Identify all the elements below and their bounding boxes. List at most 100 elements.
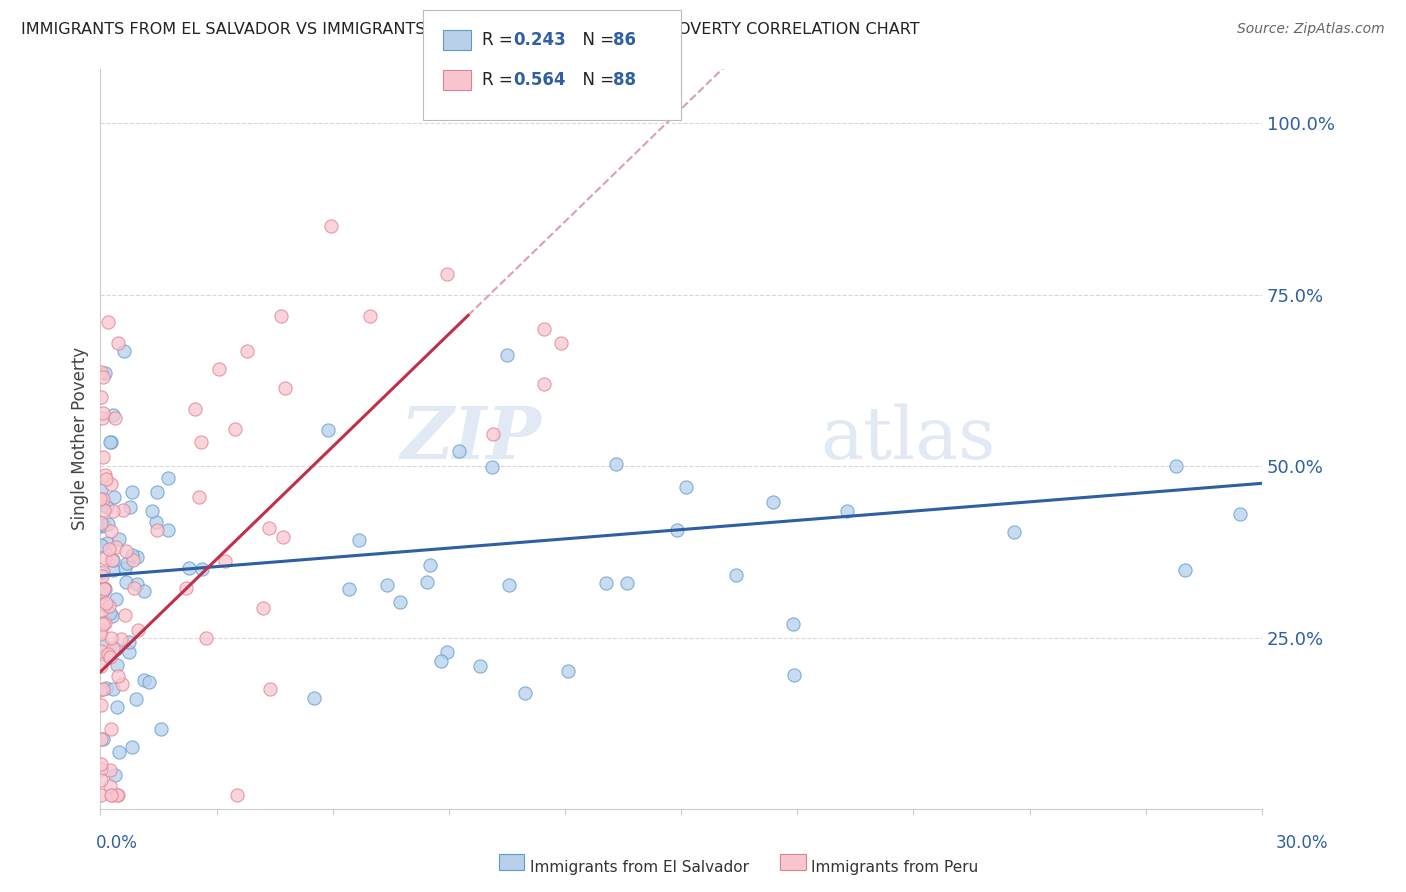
Point	[100, 631, 122, 645]
Point	[98, 650, 121, 665]
Point	[97, 648, 120, 662]
Point	[177, 561, 200, 575]
Point	[187, 490, 209, 504]
Point	[97, 541, 120, 556]
Text: IMMIGRANTS FROM EL SALVADOR VS IMMIGRANTS FROM PERU SINGLE MOTHER POVERTY CORREL: IMMIGRANTS FROM EL SALVADOR VS IMMIGRANT…	[21, 22, 920, 37]
Point	[90, 643, 112, 657]
Point	[121, 739, 143, 754]
Point	[259, 682, 281, 697]
Point	[89, 518, 111, 533]
Point	[93, 581, 115, 595]
Point	[226, 789, 249, 803]
Point	[96, 596, 118, 610]
Point	[782, 617, 804, 632]
Point	[90, 411, 112, 425]
Point	[101, 640, 124, 655]
Point	[271, 530, 294, 544]
Point	[94, 472, 117, 486]
Point	[468, 658, 491, 673]
Point	[318, 423, 340, 437]
Point	[114, 608, 136, 623]
Point	[107, 532, 129, 546]
Point	[184, 401, 207, 416]
Text: ZIP: ZIP	[401, 403, 541, 475]
Point	[107, 335, 129, 350]
Point	[174, 581, 197, 595]
Point	[101, 553, 124, 567]
Point	[101, 608, 124, 623]
Point	[270, 310, 292, 324]
Point	[121, 484, 143, 499]
Point	[375, 578, 398, 592]
Point	[91, 491, 114, 506]
Text: 0.564: 0.564	[513, 71, 565, 89]
Point	[98, 763, 121, 777]
Point	[105, 657, 128, 672]
Point	[90, 624, 112, 639]
Point	[665, 523, 688, 537]
Point	[141, 504, 163, 518]
Point	[1002, 524, 1025, 539]
Point	[274, 381, 297, 395]
Point	[100, 723, 122, 737]
Point	[90, 569, 112, 583]
Point	[482, 427, 505, 442]
Point	[98, 599, 121, 613]
Point	[724, 568, 747, 582]
Point	[90, 566, 112, 580]
Point	[224, 422, 246, 436]
Point	[1173, 563, 1195, 577]
Point	[675, 479, 697, 493]
Point	[90, 772, 112, 787]
Point	[120, 500, 142, 515]
Point	[90, 390, 112, 404]
Point	[91, 617, 114, 632]
Point	[447, 444, 470, 458]
Point	[98, 779, 121, 793]
Point	[498, 578, 520, 592]
Point	[90, 789, 112, 803]
Point	[94, 551, 117, 566]
Point	[146, 524, 169, 538]
Text: N =: N =	[572, 71, 620, 89]
Point	[347, 533, 370, 547]
Point	[90, 538, 112, 552]
Text: Immigrants from Peru: Immigrants from Peru	[811, 860, 979, 874]
Point	[495, 348, 517, 362]
Text: R =: R =	[482, 71, 519, 89]
Point	[100, 789, 122, 803]
Point	[132, 673, 155, 687]
Point	[191, 562, 214, 576]
Point	[122, 581, 145, 595]
Point	[429, 654, 451, 668]
Text: atlas: atlas	[821, 403, 995, 474]
Point	[533, 376, 555, 391]
Point	[90, 365, 112, 379]
Point	[105, 642, 128, 657]
Point	[89, 627, 111, 641]
Point	[557, 665, 579, 679]
Point	[419, 558, 441, 573]
Point	[115, 575, 138, 590]
Point	[125, 549, 148, 564]
Point	[388, 595, 411, 609]
Point	[121, 553, 143, 567]
Point	[616, 575, 638, 590]
Point	[783, 668, 806, 682]
Point	[97, 315, 120, 329]
Point	[96, 500, 118, 515]
Point	[100, 476, 122, 491]
Point	[337, 582, 360, 596]
Point	[93, 517, 115, 532]
Point	[93, 582, 115, 596]
Point	[90, 698, 112, 712]
Point	[302, 691, 325, 706]
Point	[111, 676, 134, 690]
Text: 0.243: 0.243	[513, 31, 567, 49]
Point	[103, 503, 125, 517]
Point	[533, 322, 555, 336]
Point	[127, 623, 149, 637]
Point	[101, 409, 124, 423]
Point	[107, 745, 129, 759]
Point	[90, 586, 112, 600]
